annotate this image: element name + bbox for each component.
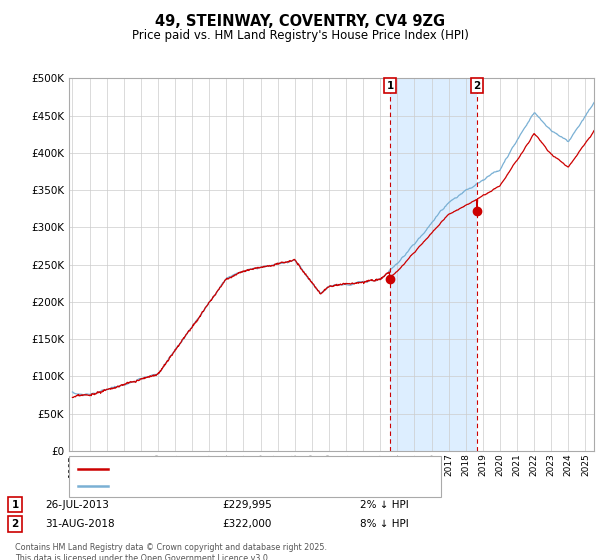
Text: £322,000: £322,000 xyxy=(222,519,271,529)
Text: 49, STEINWAY, COVENTRY, CV4 9ZG: 49, STEINWAY, COVENTRY, CV4 9ZG xyxy=(155,14,445,29)
Text: £229,995: £229,995 xyxy=(222,500,272,510)
Text: 1: 1 xyxy=(11,500,19,510)
Text: 26-JUL-2013: 26-JUL-2013 xyxy=(45,500,109,510)
Text: 1: 1 xyxy=(386,81,394,91)
Text: 8% ↓ HPI: 8% ↓ HPI xyxy=(360,519,409,529)
Text: 31-AUG-2018: 31-AUG-2018 xyxy=(45,519,115,529)
Text: Contains HM Land Registry data © Crown copyright and database right 2025.
This d: Contains HM Land Registry data © Crown c… xyxy=(15,543,327,560)
Bar xyxy=(390,78,477,451)
Text: 2% ↓ HPI: 2% ↓ HPI xyxy=(360,500,409,510)
Text: 2: 2 xyxy=(473,81,481,91)
Text: Price paid vs. HM Land Registry's House Price Index (HPI): Price paid vs. HM Land Registry's House … xyxy=(131,29,469,42)
Text: 2: 2 xyxy=(11,519,19,529)
Text: 49, STEINWAY, COVENTRY, CV4 9ZG (detached house): 49, STEINWAY, COVENTRY, CV4 9ZG (detache… xyxy=(114,464,379,474)
Text: HPI: Average price, detached house, Coventry: HPI: Average price, detached house, Cove… xyxy=(114,480,339,491)
